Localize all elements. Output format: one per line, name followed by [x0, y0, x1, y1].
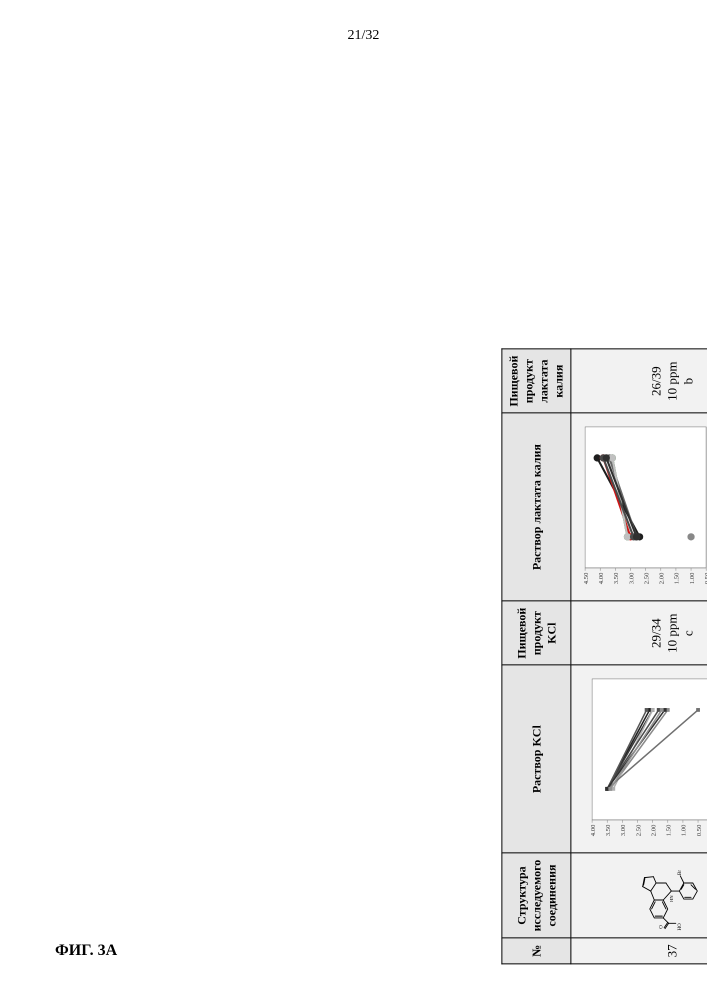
- svg-text:0.50: 0.50: [696, 824, 703, 836]
- kcl-food-ratio: 29/34: [648, 608, 664, 659]
- svg-text:1.50: 1.50: [666, 824, 673, 836]
- svg-text:3.50: 3.50: [613, 572, 620, 584]
- structure-svg: HO O HN Br: [637, 860, 704, 932]
- kcl-food-note: c: [680, 608, 696, 659]
- svg-text:1.00: 1.00: [681, 824, 688, 836]
- svg-text:2.50: 2.50: [635, 824, 642, 836]
- cell-structure: HO O HN Br: [571, 853, 707, 938]
- cell-klac-chart: 0.501.001.502.002.503.003.504.004.50 1 p…: [571, 413, 707, 601]
- table-row: 37: [571, 349, 707, 964]
- cell-klac-food: 26/39 10 ppm b: [571, 349, 707, 413]
- figure-label: ФИГ. 3А: [55, 942, 117, 960]
- klac-food-conc: 10 ppm: [664, 356, 680, 407]
- svg-text:HO: HO: [679, 923, 684, 931]
- kcl-chart-svg: 0.000.501.001.502.002.503.003.504.00: [582, 672, 707, 847]
- kcl-food-conc: 10 ppm: [664, 608, 680, 659]
- svg-text:2.00: 2.00: [659, 572, 666, 584]
- page-number: 21/32: [60, 28, 667, 44]
- hdr-kcl-food: Пищевой продукт KCl: [502, 601, 571, 665]
- cell-num: 37: [571, 938, 707, 964]
- svg-text:3.50: 3.50: [605, 824, 612, 836]
- svg-text:1.50: 1.50: [674, 572, 681, 584]
- svg-text:4.00: 4.00: [590, 824, 597, 836]
- cell-kcl-chart: 0.000.501.001.502.002.503.003.504.00 1 p…: [571, 665, 707, 853]
- hdr-structure: Структура исследуемого соединения: [502, 853, 571, 938]
- svg-text:3.00: 3.00: [628, 572, 635, 584]
- svg-text:4.50: 4.50: [583, 572, 590, 584]
- svg-text:2.00: 2.00: [650, 824, 657, 836]
- klac-food-ratio: 26/39: [648, 356, 664, 407]
- hdr-klac-food: Пищевой продукт лактата калия: [502, 349, 571, 413]
- svg-text:4.00: 4.00: [598, 572, 605, 584]
- hdr-klac-sol: Раствор лактата калия: [502, 413, 571, 601]
- table-header-row: № Структура исследуемого соединения Раст…: [502, 349, 571, 964]
- svg-text:O: O: [660, 925, 665, 929]
- figure-table-wrap: № Структура исследуемого соединения Раст…: [501, 349, 707, 965]
- svg-text:HN: HN: [669, 895, 674, 902]
- hdr-num: №: [502, 938, 571, 964]
- klac-food-note: b: [680, 356, 696, 407]
- svg-text:3.00: 3.00: [620, 824, 627, 836]
- svg-text:1.00: 1.00: [689, 572, 696, 584]
- data-table: № Структура исследуемого соединения Раст…: [501, 349, 707, 965]
- svg-text:Br: Br: [679, 870, 684, 875]
- svg-text:2.50: 2.50: [643, 572, 650, 584]
- hdr-kcl-sol: Раствор KCl: [502, 665, 571, 853]
- klac-chart-svg: 0.501.001.502.002.503.003.504.004.50: [575, 420, 707, 595]
- cell-kcl-food: 29/34 10 ppm c: [571, 601, 707, 665]
